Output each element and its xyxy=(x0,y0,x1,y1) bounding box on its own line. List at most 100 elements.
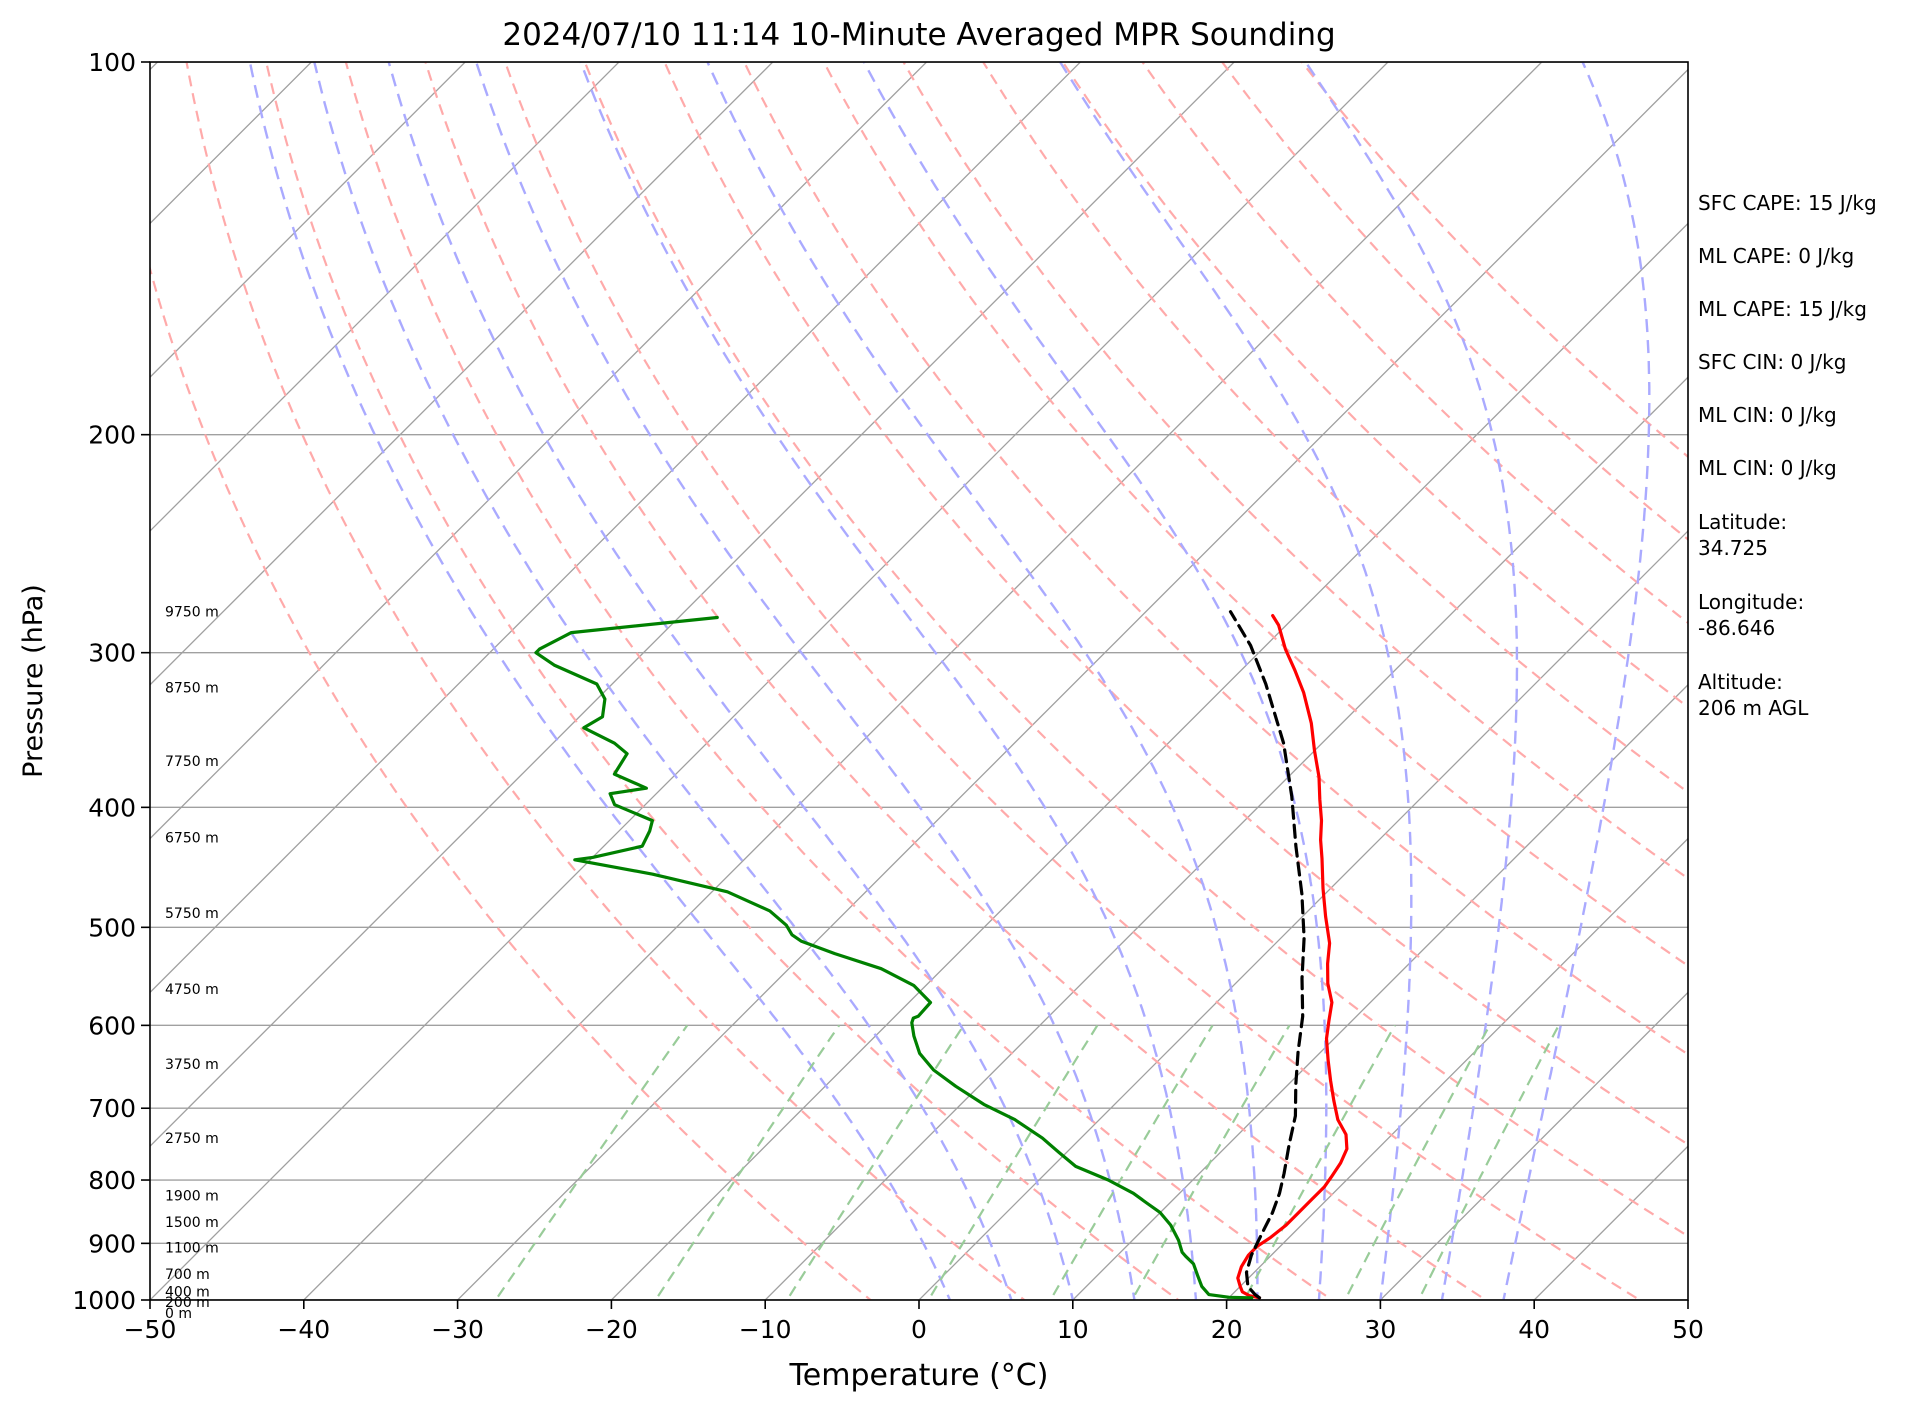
mixing-ratio-line xyxy=(1343,1024,1491,1300)
y-tick-label: 200 xyxy=(88,421,136,450)
x-tick-label: 50 xyxy=(1672,1315,1704,1344)
y-tick-label: 500 xyxy=(88,913,136,942)
info-line: ML CIN: 0 J/kg xyxy=(1698,403,1837,427)
x-tick-label: 10 xyxy=(1057,1315,1089,1344)
moist-adiabat-line xyxy=(387,62,1075,1300)
height-label: 1900 m xyxy=(165,1188,219,1204)
info-line: -86.646 xyxy=(1698,616,1775,640)
isotherm-line xyxy=(1379,991,1688,1300)
dry-adiabat-line xyxy=(424,62,1488,1300)
dry-adiabat-line xyxy=(344,62,1334,1300)
dry-adiabat-line xyxy=(742,62,1688,1056)
x-tick-label: 20 xyxy=(1211,1315,1243,1344)
mixing-ratio-line xyxy=(927,1024,1099,1300)
x-tick-label: −30 xyxy=(431,1315,484,1344)
moist-adiabat-line xyxy=(313,62,1013,1300)
temperature-profile-line xyxy=(1236,614,1349,1300)
y-tick-label: 300 xyxy=(88,639,136,668)
height-label: 4750 m xyxy=(165,982,219,998)
info-line: Altitude: xyxy=(1698,670,1783,694)
height-label: 700 m xyxy=(165,1267,210,1283)
isotherm-line xyxy=(1225,837,1688,1300)
moist-adiabat-line xyxy=(248,62,952,1300)
dry-adiabat-line xyxy=(503,62,1642,1300)
dry-adiabat-line xyxy=(583,62,1688,1238)
isotherm-line xyxy=(150,62,620,532)
mixing-ratio-line xyxy=(1417,1024,1560,1300)
y-tick-label: 900 xyxy=(88,1229,136,1258)
dry-adiabat-line xyxy=(663,62,1688,1146)
height-label: 3750 m xyxy=(165,1057,219,1073)
isotherm-line xyxy=(150,62,928,840)
dry-adiabat-line xyxy=(1300,62,1688,459)
info-line: ML CAPE: 15 J/kg xyxy=(1698,297,1867,321)
dry-adiabat-line xyxy=(150,264,873,1300)
mixing-ratio-line xyxy=(1049,1024,1214,1300)
height-label: 200 m xyxy=(165,1295,210,1311)
axis-ticks: −50 −40 −30 −20 −10 0 10 20 30 40 50 1000 900 800 700 6… xyxy=(72,48,1704,1344)
isotherm-line xyxy=(150,62,774,686)
plot-frame xyxy=(149,61,1689,1301)
chart-title: 2024/07/10 11:14 10-Minute Averaged MPR … xyxy=(502,17,1335,53)
moist-adiabat-line xyxy=(579,62,1198,1300)
info-line: 34.725 xyxy=(1698,536,1768,560)
y-tick-label: 600 xyxy=(88,1011,136,1040)
y-tick-label: 700 xyxy=(88,1094,136,1123)
isotherm-line xyxy=(302,62,1543,1300)
mixing-ratio-line xyxy=(1130,1024,1291,1300)
isotherm-line xyxy=(1071,683,1688,1300)
dry-adiabat-line xyxy=(185,62,1027,1300)
moist-adiabat-line xyxy=(1502,62,1651,1300)
height-label: 400 m xyxy=(165,1284,210,1300)
height-label: 2750 m xyxy=(165,1131,219,1147)
mixing-ratio-line xyxy=(654,1024,841,1300)
background-lines xyxy=(150,62,1688,1300)
sounding-profiles xyxy=(534,610,1349,1300)
y-axis-label: Pressure (hPa) xyxy=(18,584,49,778)
isotherm-line xyxy=(610,222,1688,1300)
x-tick-label: 0 xyxy=(911,1315,927,1344)
moist-adiabat-line xyxy=(706,62,1259,1300)
y-tick-label: 1000 xyxy=(72,1286,136,1315)
dry-adiabat-line xyxy=(1061,62,1688,709)
height-label: 1500 m xyxy=(165,1215,219,1231)
height-label: 9750 m xyxy=(165,605,219,621)
isotherm-line xyxy=(764,376,1688,1300)
x-tick-label: −50 xyxy=(124,1315,177,1344)
height-label: 1100 m xyxy=(165,1241,219,1257)
height-labels: 9750 m 8750 m 7750 m 6750 m 5750 m 4750 m 3750… xyxy=(165,605,219,1322)
info-line: 206 m AGL xyxy=(1698,696,1809,720)
info-line: ML CAPE: 0 J/kg xyxy=(1698,244,1854,268)
x-tick-label: −10 xyxy=(739,1315,792,1344)
x-axis-label: Temperature (°C) xyxy=(789,1358,1049,1393)
info-line: SFC CIN: 0 J/kg xyxy=(1698,350,1846,374)
sounding-info-panel: SFC CAPE: 15 J/kg ML CAPE: 0 J/kg ML CAPE:… xyxy=(1698,191,1877,720)
dewpoint-profile-line xyxy=(534,615,1254,1300)
isotherm-line xyxy=(150,62,1389,1300)
y-tick-label: 400 xyxy=(88,793,136,822)
x-tick-label: 30 xyxy=(1364,1315,1396,1344)
info-line: Latitude: xyxy=(1698,510,1787,534)
moist-adiabat-line xyxy=(474,62,1136,1300)
isotherm-line xyxy=(150,62,1236,1148)
height-label: 6750 m xyxy=(165,830,219,846)
height-label: 8750 m xyxy=(165,680,219,696)
parcel-profile-line xyxy=(1228,610,1306,1300)
info-line: Longitude: xyxy=(1698,590,1804,614)
dry-adiabat-line xyxy=(1220,62,1688,541)
height-label: 7750 m xyxy=(165,754,219,770)
x-tick-label: −40 xyxy=(277,1315,330,1344)
isotherm-line xyxy=(456,68,1688,1300)
y-tick-label: 800 xyxy=(88,1166,136,1195)
moist-adiabat-line xyxy=(1058,62,1413,1300)
moist-adiabat-line xyxy=(862,62,1328,1300)
info-line: SFC CAPE: 15 J/kg xyxy=(1698,191,1877,215)
x-tick-label: −20 xyxy=(585,1315,638,1344)
info-line: ML CIN: 0 J/kg xyxy=(1698,456,1837,480)
y-tick-label: 100 xyxy=(88,48,136,77)
height-label: 0 m xyxy=(165,1306,192,1322)
mixing-ratio-line xyxy=(494,1024,689,1300)
height-label: 5750 m xyxy=(165,906,219,922)
